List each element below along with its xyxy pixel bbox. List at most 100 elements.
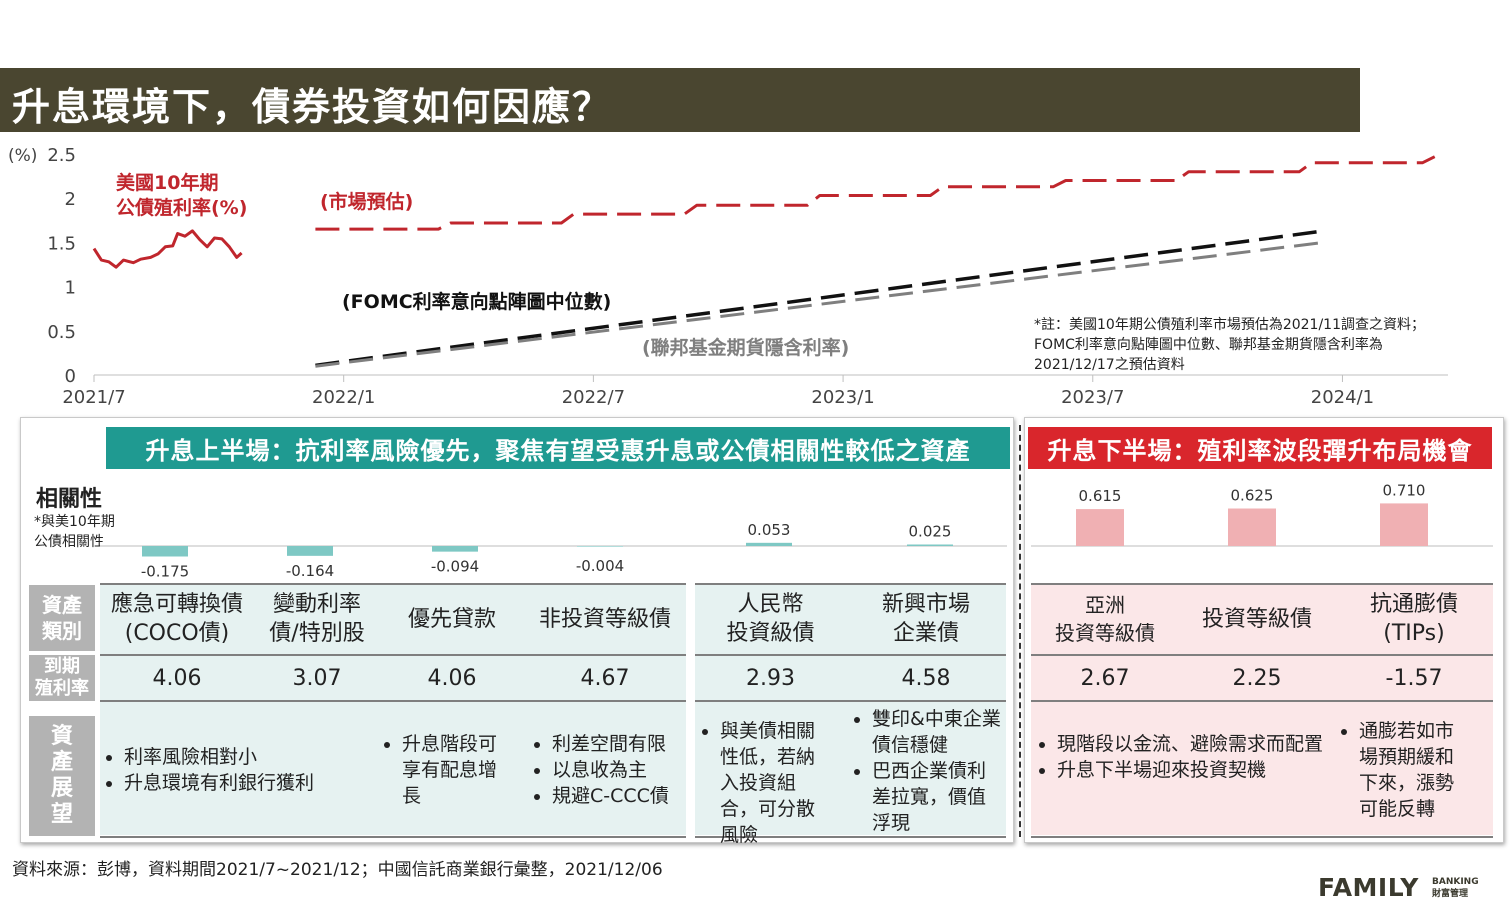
asset-name: 新興市場 企業債	[846, 588, 1006, 650]
asset-name-line: 優先貸款	[407, 606, 496, 632]
correlation-value-label: 0.053	[748, 521, 791, 539]
yield-value: 2.67	[1080, 665, 1130, 691]
correlation-bar-chart: -0.175 -0.164 -0.094 -0.004 0.053 0.025 0.615 0…	[100, 481, 1493, 581]
row-label-text: 產	[50, 750, 73, 775]
correlation-bar	[1076, 509, 1124, 546]
right-bg	[1031, 585, 1493, 835]
x-tick-label: 2023/1	[811, 387, 874, 408]
row-label-yield: 到期 殖利率	[29, 655, 95, 701]
y-tick-label: 2.5	[47, 145, 76, 166]
correlation-bar	[1380, 503, 1428, 546]
outlook-item: 利差空間有限	[552, 731, 686, 757]
row-label-text: 到期	[44, 656, 80, 677]
correlation-subtitle-line: 公債相關性	[34, 534, 104, 550]
y-unit-label: (%)	[8, 146, 37, 166]
outlook-item: 以息收為主	[552, 757, 686, 783]
outlook-senior-loan: 升息階段可享有配息增長	[380, 731, 514, 809]
asset-name: 變動利率 債/特別股	[254, 588, 380, 650]
brand-logo-sub-bottom: 財富管理	[1432, 889, 1469, 899]
outlook-item: 巴西企業債利差拉寬，價值浮現	[872, 758, 1002, 836]
correlation-value-label: -0.004	[576, 557, 624, 575]
title-bar	[0, 68, 1360, 132]
asset-name-line: 抗通膨債	[1369, 592, 1458, 617]
correlation-value-label: 0.710	[1383, 481, 1426, 499]
asset-name-line: 投資等級債	[1201, 606, 1312, 632]
asset-name-line: (TIPs)	[1383, 621, 1445, 646]
correlation-bar	[432, 546, 478, 552]
asset-name: 亞洲 投資等級債	[1031, 588, 1179, 650]
yield-value: 4.06	[152, 665, 202, 691]
x-tick-label: 2024/1	[1311, 387, 1374, 408]
outlook-item: 升息環境有利銀行獲利	[124, 770, 372, 796]
table-line	[1031, 583, 1493, 585]
outlook-coco-frn: 利率風險相對小 升息環境有利銀行獲利	[102, 744, 372, 796]
series-label-market-forecast: (市場預估)	[320, 190, 413, 213]
asset-name: 投資等級債	[1179, 588, 1335, 650]
outlook-item: 利率風險相對小	[124, 744, 372, 770]
table-line	[100, 700, 686, 702]
table-line	[695, 583, 1006, 585]
asset-name-line: 應急可轉換債	[110, 592, 243, 617]
yield-value: 2.25	[1232, 665, 1282, 691]
correlation-value-label: 0.615	[1079, 487, 1122, 505]
asset-name-line: 變動利率	[272, 592, 361, 617]
y-tick-label: 0	[65, 366, 76, 387]
outlook-high-yield: 利差空間有限 以息收為主 規避C-CCC債	[530, 731, 686, 809]
asset-name-line: 投資等級債	[1055, 621, 1155, 645]
outlook-item: 通膨若如市場預期緩和下來，漲勢可能反轉	[1359, 718, 1471, 822]
asset-name: 優先貸款	[380, 588, 524, 650]
outlook-item: 規避C-CCC債	[552, 783, 686, 809]
correlation-bar	[907, 544, 953, 546]
asset-name-line: 非投資等級債	[538, 606, 671, 632]
asset-name-line: 債/特別股	[269, 621, 365, 646]
table-line	[100, 654, 686, 656]
row-label-text: 資產	[42, 593, 82, 617]
row-label-text: 類別	[42, 619, 82, 643]
table-line	[695, 836, 1006, 838]
left-header: 升息上半場：抗利率風險優先，聚焦有望受惠升息或公債相關性較低之資產	[106, 427, 1010, 469]
outlook-item: 雙印&中東企業債信穩健	[872, 706, 1002, 758]
chart-note-line: FOMC利率意向點陣圖中位數、聯邦基金期貨隱含利率為	[1034, 336, 1383, 353]
x-tick-label: 2021/7	[62, 387, 125, 408]
chart-note-line: 2021/12/17之預估資料	[1034, 357, 1185, 373]
asset-name-line: 人民幣	[737, 592, 804, 617]
brand-logo-text: FAMILY	[1318, 873, 1419, 902]
y-tick-label: 1.5	[47, 233, 76, 254]
table-line	[1031, 836, 1493, 838]
row-label-text: 資	[50, 724, 73, 749]
correlation-subtitle: *與美10年期 公債相關性	[34, 512, 115, 552]
series-label-actual-yield: 美國10年期	[116, 171, 218, 194]
correlation-bar	[287, 546, 333, 556]
left-bg-b	[695, 585, 1006, 835]
series-label-fomc: (FOMC利率意向點陣圖中位數)	[342, 290, 611, 313]
table-line	[695, 654, 1006, 656]
actual-yield-line	[92, 229, 243, 269]
yield-value: 4.58	[901, 665, 951, 691]
outlook-asia-ig: 現階段以金流、避險需求而配置 升息下半場迎來投資契機	[1035, 731, 1325, 783]
outlook-item: 現階段以金流、避險需求而配置	[1057, 731, 1325, 757]
asset-name-line: (COCO債)	[124, 621, 230, 646]
correlation-bar	[142, 546, 188, 557]
yield-line-chart: 0 0.5 1 1.5 2 2.5 (%) 2021/7 2022/1 2022/7 2023/1 2…	[8, 145, 1448, 408]
outlook-cny-ig: 與美債相關性低，若納入投資組合，可分散風險	[698, 718, 832, 848]
brand-logo-sub-top: BANKING	[1432, 877, 1479, 887]
right-header: 升息下半場：殖利率波段彈升布局機會	[1028, 427, 1492, 469]
asset-name: 抗通膨債 (TIPs)	[1335, 588, 1493, 650]
panel-divider	[1019, 425, 1021, 837]
source-note: 資料來源：彭博，資料期間2021/7~2021/12；中國信託商業銀行彙整，20…	[12, 860, 663, 880]
yield-value: 4.67	[580, 665, 630, 691]
chart-note-line: *註：美國10年期公債殖利率市場預估為2021/11調查之資料；	[1034, 316, 1425, 333]
row-label-outlook: 資 產 展 望	[29, 716, 95, 836]
correlation-value-label: -0.164	[286, 562, 334, 580]
correlation-subtitle-line: *與美10年期	[34, 514, 115, 530]
series-label-fed-funds: (聯邦基金期貨隱含利率)	[642, 336, 849, 359]
y-tick-label: 2	[65, 189, 76, 210]
row-label-text: 望	[50, 802, 73, 827]
correlation-value-label: -0.175	[141, 563, 189, 581]
x-tick-label: 2023/7	[1061, 387, 1124, 408]
yield-value: 2.93	[746, 665, 795, 691]
brand-logo-sub: BANKING 財富管理	[1432, 876, 1479, 900]
outlook-tips: 通膨若如市場預期緩和下來，漲勢可能反轉	[1337, 718, 1471, 822]
correlation-value-label: 0.025	[909, 523, 952, 541]
table-line	[1031, 700, 1493, 702]
